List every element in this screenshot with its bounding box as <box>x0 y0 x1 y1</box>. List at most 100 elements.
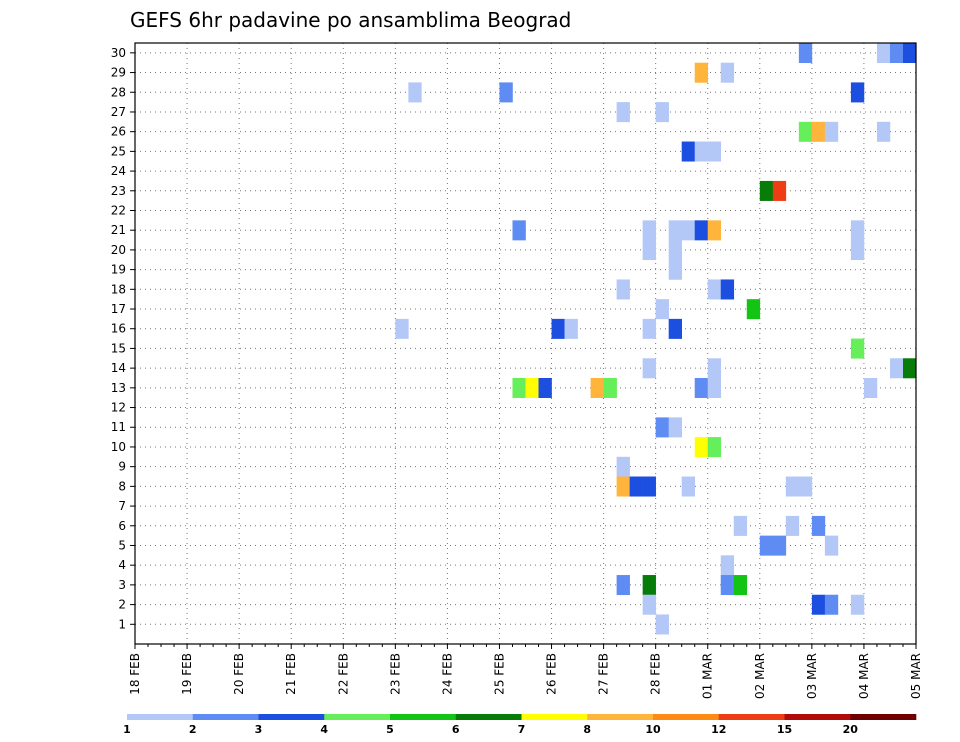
heatmap-cell-m13-25-feb-12 <box>525 377 539 398</box>
y-tick-label-5: 5 <box>118 538 126 552</box>
heatmap-cell-m13-25-feb-18 <box>538 377 552 398</box>
heatmap-cell-m3-01-mar-06 <box>720 575 735 596</box>
heatmap-cell-m16-23-feb-00 <box>395 318 409 339</box>
colorbar-swatch-2 <box>258 714 325 720</box>
heatmap-cell-m27-28-feb-00 <box>655 102 669 123</box>
heatmap-cell-m14-04-mar-18 <box>902 358 917 379</box>
heatmap-cell-m26-02-mar-18 <box>798 121 813 142</box>
heatmap-cell-m27-27-feb-06 <box>616 102 630 123</box>
colorbar-swatch-5 <box>455 714 522 720</box>
colorbar-swatch-7 <box>587 714 654 720</box>
heatmap-cell-m8-27-feb-06 <box>616 476 630 497</box>
heatmap-cell-m29-01-mar-06 <box>720 62 735 83</box>
heatmap-cell-m23-02-mar-06 <box>772 180 787 201</box>
heatmap-cell-m6-01-mar-12 <box>733 515 748 536</box>
y-tick-label-30: 30 <box>111 46 126 60</box>
y-tick-label-21: 21 <box>111 223 126 237</box>
heatmap-cell-m26-03-mar-00 <box>811 121 826 142</box>
colorbar-swatch-6 <box>521 714 588 720</box>
heatmap-cell-m4-01-mar-06 <box>720 555 735 576</box>
colorbar-swatch-4 <box>390 714 457 720</box>
heatmap-cell-m10-28-feb-18 <box>694 437 709 458</box>
heatmap-cell-m20-03-mar-18 <box>850 240 865 261</box>
heatmap-cell-m8-02-mar-18 <box>798 476 813 497</box>
colorbar-tick-label-12: 12 <box>711 723 726 736</box>
colorbar-swatch-9 <box>718 714 785 720</box>
y-tick-label-15: 15 <box>111 341 126 355</box>
heatmap-cell-m30-04-mar-06 <box>876 43 891 64</box>
x-tick-label-7: 25 FEB <box>492 653 506 695</box>
heatmap-cell-m11-28-feb-00 <box>655 417 669 438</box>
y-tick-label-22: 22 <box>111 203 126 217</box>
colorbar-swatch-3 <box>324 714 391 720</box>
y-tick-label-28: 28 <box>111 85 126 99</box>
y-tick-label-14: 14 <box>111 361 126 375</box>
colorbar-tick-label-7: 7 <box>518 723 526 736</box>
heatmap-cell-m29-28-feb-18 <box>694 62 709 83</box>
heatmap-cell-m1-28-feb-00 <box>655 614 669 635</box>
y-tick-label-13: 13 <box>111 381 126 395</box>
heatmap-cell-m20-27-feb-18 <box>642 240 656 261</box>
heatmap-cell-m14-27-feb-18 <box>642 358 656 379</box>
heatmap-cell-m16-26-feb-00 <box>551 318 565 339</box>
colorbar-tick-label-20: 20 <box>843 723 859 736</box>
heatmap-cell-m2-03-mar-00 <box>811 594 826 615</box>
colorbar-tick-label-6: 6 <box>452 723 460 736</box>
colorbar-tick-label-8: 8 <box>583 723 591 736</box>
heatmap-cell-m13-28-feb-18 <box>694 377 709 398</box>
x-tick-label-8: 26 FEB <box>545 653 559 695</box>
x-tick-label-10: 28 FEB <box>649 653 663 695</box>
heatmap-cell-m26-04-mar-06 <box>876 121 891 142</box>
y-tick-label-17: 17 <box>111 302 126 316</box>
heatmap-cell-m14-01-mar-00 <box>707 358 722 379</box>
heatmap-cell-m2-03-mar-06 <box>824 594 839 615</box>
colorbar-tick-label-3: 3 <box>255 723 263 736</box>
y-tick-label-18: 18 <box>111 282 126 296</box>
y-tick-label-6: 6 <box>118 519 126 533</box>
colorbar-swatch-10 <box>784 714 851 720</box>
heatmap-cell-m5-03-mar-06 <box>824 535 839 556</box>
colorbar-swatch-1 <box>192 714 259 720</box>
heatmap-cell-m21-27-feb-18 <box>642 220 656 241</box>
heatmap-cell-m3-27-feb-06 <box>616 575 630 596</box>
heatmap-cell-m30-04-mar-18 <box>902 43 917 64</box>
colorbar-tick-label-15: 15 <box>777 723 792 736</box>
y-tick-label-2: 2 <box>118 598 126 612</box>
y-tick-label-26: 26 <box>111 125 126 139</box>
y-tick-label-20: 20 <box>111 243 126 257</box>
heatmap-cell-m5-02-mar-06 <box>772 535 787 556</box>
heatmap-cell-m25-01-mar-00 <box>707 141 722 162</box>
y-tick-label-24: 24 <box>111 164 126 178</box>
heatmap-cell-m20-28-feb-06 <box>668 240 682 261</box>
x-tick-label-14: 04 MAR <box>857 653 871 699</box>
heatmap-cell-m21-28-feb-12 <box>681 220 696 241</box>
y-tick-label-19: 19 <box>111 263 126 277</box>
heatmap-cell-m10-01-mar-00 <box>707 437 722 458</box>
heatmap-cell-m14-04-mar-12 <box>889 358 904 379</box>
y-tick-label-3: 3 <box>118 578 126 592</box>
x-tick-label-4: 22 FEB <box>336 653 350 695</box>
colorbar-tick-label-1: 1 <box>123 723 131 736</box>
heatmap-cell-m28-03-mar-18 <box>850 82 865 103</box>
heatmap-cell-m5-02-mar-00 <box>759 535 774 556</box>
colorbar-tick-label-5: 5 <box>386 723 394 736</box>
heatmap-cell-m8-27-feb-12 <box>629 476 643 497</box>
heatmap-cell-m25-28-feb-12 <box>681 141 696 162</box>
x-tick-label-11: 01 MAR <box>701 653 715 699</box>
heatmap-cell-m3-27-feb-18 <box>642 575 656 596</box>
y-tick-label-29: 29 <box>111 66 126 80</box>
heatmap-cell-m21-01-mar-00 <box>707 220 722 241</box>
y-tick-label-9: 9 <box>118 460 126 474</box>
heatmap-cell-m21-25-feb-06 <box>512 220 526 241</box>
heatmap-cell-m16-28-feb-06 <box>668 318 682 339</box>
heatmap-cell-m30-04-mar-12 <box>889 43 904 64</box>
heatmap-cell-m9-27-feb-06 <box>616 456 630 477</box>
heatmap-cell-m6-02-mar-12 <box>785 515 800 536</box>
heatmap-cell-m6-03-mar-00 <box>811 515 826 536</box>
heatmap-cells <box>395 43 917 635</box>
y-tick-label-8: 8 <box>118 479 126 493</box>
heatmap-cell-m18-01-mar-00 <box>707 279 722 300</box>
heatmap-cell-m17-28-feb-00 <box>655 299 669 320</box>
heatmap-cell-m30-02-mar-18 <box>798 43 813 64</box>
